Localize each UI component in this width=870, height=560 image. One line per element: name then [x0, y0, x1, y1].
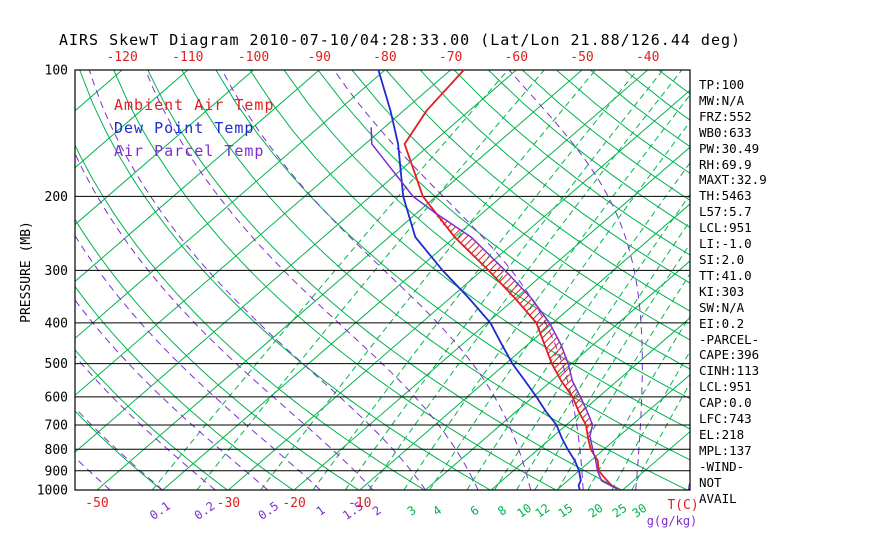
- legend-ambient-air-temp: Ambient Air Temp: [114, 96, 275, 114]
- ambient-temp-curve: [403, 70, 620, 490]
- stats-line: AVAIL: [699, 490, 737, 506]
- stats-line: EL:218: [699, 426, 745, 442]
- bottom-temp-tick: -20: [282, 496, 305, 511]
- top-temp-tick: -90: [307, 50, 330, 65]
- stats-line: SI:2.0: [699, 251, 745, 267]
- mixing-ratio-tick: 10: [514, 501, 534, 521]
- stats-line: LFC:743: [699, 411, 752, 427]
- mixing-ratio-tick: 8: [495, 503, 509, 519]
- parcel-temp-curve: [370, 127, 620, 490]
- pressure-tick: 400: [45, 316, 68, 331]
- stats-panel: TP:100 MW:N/A FRZ:552 WB0:633 PW:30.49 RH:69.…: [699, 77, 767, 506]
- stats-line: KI:303: [699, 283, 745, 299]
- mixing-ratio-tick: 1: [314, 503, 328, 519]
- mixing-ratio-tick: 0.2: [192, 499, 218, 523]
- stats-line: RH:69.9: [699, 156, 752, 172]
- mixing-ratio-tick: 12: [533, 501, 553, 521]
- stats-line: EI:0.2: [699, 315, 745, 331]
- pressure-tick: 600: [45, 390, 68, 405]
- temp-unit-label: T(C): [667, 498, 698, 513]
- mixing-ratio-tick: 0.5: [256, 499, 282, 523]
- pressure-axis-label: PRESSURE (MB): [19, 221, 34, 323]
- mixing-ratio-tick: 3: [405, 503, 419, 519]
- dew-point-curve: [377, 70, 582, 490]
- top-temp-tick: -80: [373, 50, 396, 65]
- chart-title: AIRS SkewT Diagram 2010-07-10/04:28:33.0…: [58, 31, 742, 49]
- stats-line: CAPE:396: [699, 347, 760, 363]
- stats-line: PW:30.49: [699, 140, 760, 156]
- stats-line: TT:41.0: [699, 267, 752, 283]
- pressure-tick: 700: [45, 418, 68, 433]
- stats-line: FRZ:552: [699, 108, 752, 124]
- pressure-tick: 900: [45, 464, 68, 479]
- pressure-tick: 500: [45, 357, 68, 372]
- stats-line: MW:N/A: [699, 92, 745, 108]
- bottom-temp-tick: -50: [85, 496, 108, 511]
- stats-line: CAP:0.0: [699, 395, 752, 411]
- top-temp-tick: -40: [636, 50, 659, 65]
- stats-line: CINH:113: [699, 363, 760, 379]
- top-temp-tick: -110: [172, 50, 203, 65]
- mixing-unit-label: g(g/kg): [647, 514, 698, 528]
- mixing-ratio-tick: 4: [430, 503, 444, 519]
- stats-line: MAXT:32.9: [699, 172, 767, 188]
- mixing-ratio-tick: 15: [555, 501, 575, 521]
- dry-adiabat-lines: [75, 70, 690, 490]
- mixing-ratio-tick: 2: [370, 503, 384, 519]
- mixing-ratio-tick: 20: [586, 501, 606, 521]
- stats-line: L57:5.7: [699, 204, 752, 220]
- legend-air-parcel-temp: Air Parcel Temp: [114, 142, 265, 160]
- stats-line: -WIND-: [699, 458, 745, 474]
- stats-line: MPL:137: [699, 442, 752, 458]
- stats-line: WB0:633: [699, 124, 752, 140]
- stats-line: -PARCEL-: [699, 331, 760, 347]
- stats-line: SW:N/A: [699, 299, 745, 315]
- top-temp-tick: -60: [505, 50, 528, 65]
- bottom-temp-tick: -10: [348, 496, 371, 511]
- pressure-tick: 1000: [37, 484, 68, 499]
- pressure-tick: 300: [45, 264, 68, 279]
- stats-line: TH:5463: [699, 188, 752, 204]
- stats-line: LCL:951: [699, 220, 752, 236]
- mixing-ratio-tick: 30: [630, 501, 650, 521]
- stats-line: LCL:951: [699, 379, 752, 395]
- pressure-tick: 800: [45, 443, 68, 458]
- top-temp-tick: -70: [439, 50, 462, 65]
- bottom-temp-tick: -30: [217, 496, 240, 511]
- top-temp-tick: -100: [238, 50, 269, 65]
- pressure-tick: 100: [45, 64, 68, 79]
- stats-line: TP:100: [699, 77, 745, 92]
- mixing-ratio-tick: 6: [468, 503, 482, 519]
- stats-line: LI:-1.0: [699, 236, 752, 252]
- pressure-tick: 200: [45, 190, 68, 205]
- cape-hatch-region: [433, 212, 593, 436]
- mixing-ratio-tick: 25: [610, 501, 630, 521]
- moist-adiabat-lines: [75, 70, 690, 490]
- mixing-ratio-tick: 0.1: [147, 499, 173, 523]
- top-temp-tick: -50: [570, 50, 593, 65]
- stats-line: NOT: [699, 474, 722, 490]
- top-temp-tick: -120: [106, 50, 137, 65]
- legend-dew-point-temp: Dew Point Temp: [114, 119, 255, 137]
